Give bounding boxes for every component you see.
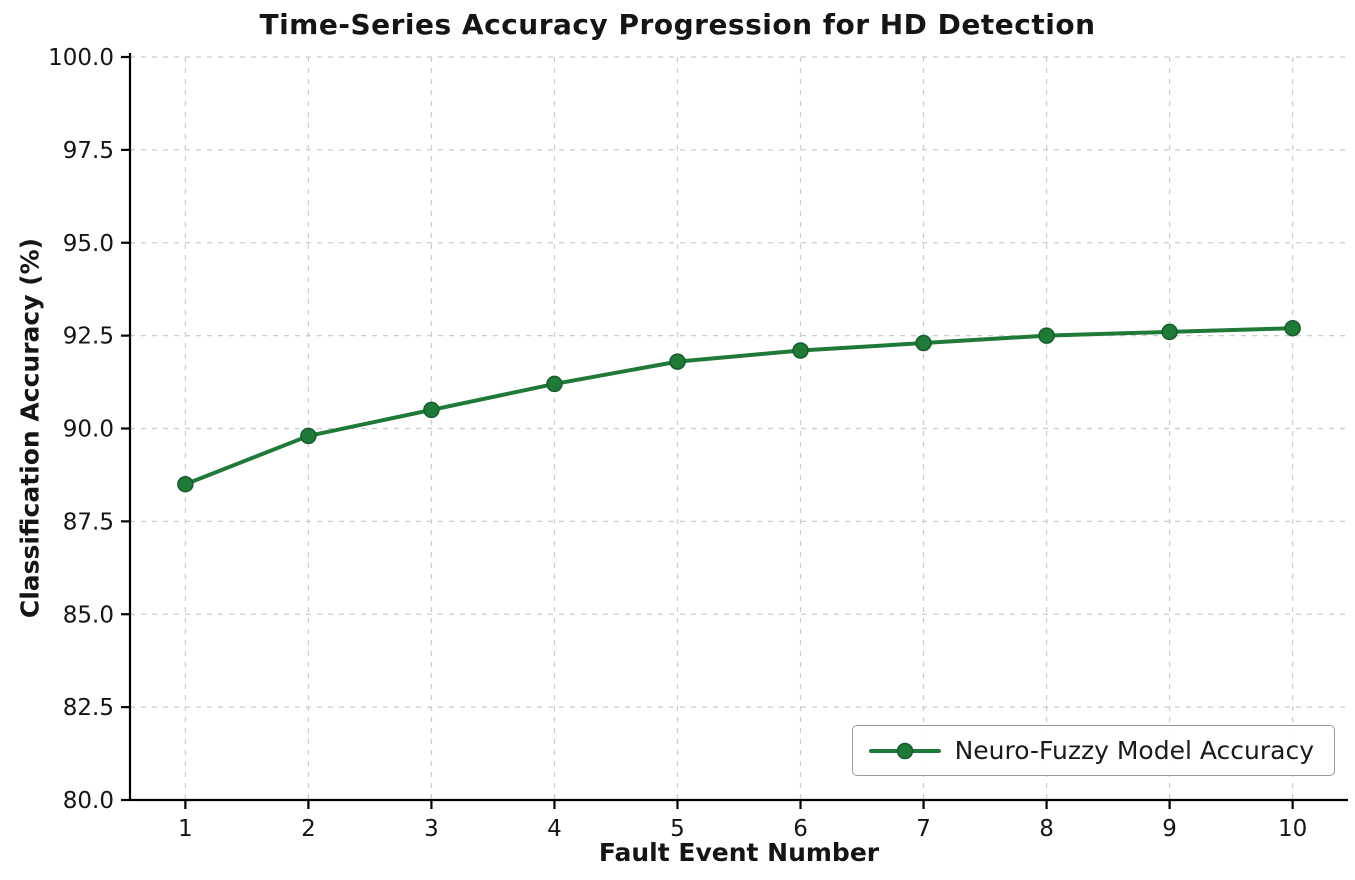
x-tick-label: 10	[1278, 816, 1307, 842]
x-tick-label: 4	[547, 816, 562, 842]
data-point-marker	[669, 353, 686, 370]
y-tick-label: 90.0	[63, 417, 114, 443]
y-axis-label: Classification Accuracy (%)	[15, 237, 45, 619]
y-tick-label: 97.5	[63, 138, 114, 164]
data-line	[183, 326, 1295, 487]
y-tick-label: 82.5	[63, 695, 114, 721]
y-tick-label: 85.0	[63, 602, 114, 628]
y-tick-label: 87.5	[63, 509, 114, 535]
x-tick-label: 3	[424, 816, 439, 842]
legend: Neuro-Fuzzy Model Accuracy	[851, 725, 1335, 776]
y-tick-label: 95.0	[63, 231, 114, 257]
data-point-marker	[300, 427, 317, 445]
data-point-marker	[546, 375, 563, 393]
legend-marker	[868, 742, 941, 759]
legend-series-label: Neuro-Fuzzy Model Accuracy	[954, 736, 1314, 765]
data-point-marker	[915, 334, 932, 352]
x-axis-label: Fault Event Number	[598, 838, 880, 867]
y-tick-label: 100.0	[48, 45, 114, 71]
data-point-marker	[423, 401, 440, 419]
x-tick-label: 2	[301, 816, 316, 842]
x-tick-label: 9	[1162, 816, 1177, 842]
y-tick-label: 92.5	[63, 324, 114, 350]
x-tick-label: 7	[916, 816, 931, 842]
data-point-marker	[1284, 319, 1301, 337]
legend-dot	[896, 742, 913, 759]
x-tick-label: 8	[1039, 816, 1054, 842]
data-point-marker	[1161, 323, 1178, 341]
x-tick-label: 1	[178, 816, 193, 842]
data-point-marker	[792, 342, 809, 359]
chart-title: Time-Series Accuracy Progression for HD …	[259, 8, 1096, 41]
x-tick-label: 5	[670, 816, 685, 842]
x-tick-label: 6	[793, 816, 808, 842]
data-point-marker	[1038, 327, 1055, 344]
data-point-marker	[177, 475, 194, 493]
y-tick-label: 80.0	[63, 788, 114, 814]
